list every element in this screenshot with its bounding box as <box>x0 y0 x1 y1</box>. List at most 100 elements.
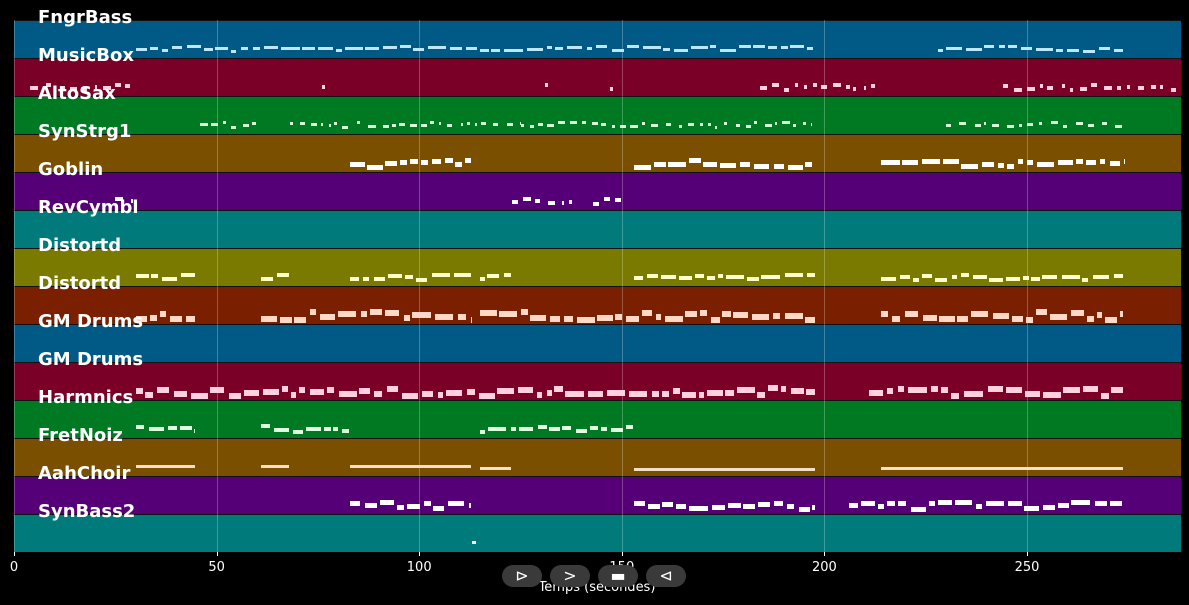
note <box>768 46 777 50</box>
stop-button[interactable]: ▬ <box>598 565 638 587</box>
note <box>150 315 158 322</box>
x-tick-mark <box>216 552 218 556</box>
note <box>466 389 476 395</box>
note <box>517 386 534 393</box>
note <box>161 276 177 281</box>
note <box>642 122 646 126</box>
note <box>1040 83 1043 88</box>
note <box>479 277 486 282</box>
note <box>538 122 543 126</box>
note <box>673 387 680 394</box>
note <box>1070 309 1084 316</box>
note <box>1086 316 1095 323</box>
note <box>160 311 166 318</box>
play-button[interactable]: ⊳ <box>502 565 542 587</box>
note <box>642 310 653 317</box>
back-icon: ⊲ <box>659 566 673 585</box>
note <box>337 311 357 318</box>
note <box>1114 49 1124 53</box>
note <box>261 315 278 322</box>
x-tick-mark <box>824 552 826 556</box>
note <box>186 45 201 49</box>
note <box>433 506 445 512</box>
note <box>180 426 193 431</box>
note <box>1062 274 1080 279</box>
note <box>603 196 611 201</box>
note <box>975 504 983 510</box>
note <box>204 48 213 52</box>
track-row <box>14 438 1181 476</box>
track-label: Distortd <box>38 273 122 294</box>
x-tick-label: 50 <box>208 560 225 575</box>
note <box>577 317 596 324</box>
note <box>1006 125 1015 129</box>
note <box>479 466 512 470</box>
note <box>1006 163 1014 169</box>
note <box>582 120 586 124</box>
note <box>547 124 555 128</box>
note <box>222 121 227 125</box>
track-row <box>14 58 1181 96</box>
gridline <box>419 20 421 552</box>
note <box>135 316 147 323</box>
gridline <box>824 20 826 552</box>
note <box>792 123 797 127</box>
note <box>1076 121 1083 125</box>
note <box>698 392 705 398</box>
note <box>733 311 748 318</box>
note <box>984 45 995 49</box>
note <box>1031 276 1040 281</box>
note <box>319 314 336 321</box>
note <box>1026 160 1034 166</box>
note <box>740 162 751 168</box>
x-tick-mark <box>14 552 15 556</box>
note <box>431 272 450 277</box>
note <box>679 276 692 281</box>
track-row <box>14 514 1181 552</box>
note <box>922 315 937 322</box>
note <box>1085 159 1097 165</box>
note <box>1017 159 1023 165</box>
note <box>1159 84 1163 89</box>
note <box>662 390 669 397</box>
track-row <box>14 96 1181 134</box>
note <box>1042 275 1058 280</box>
note <box>327 386 335 393</box>
note <box>161 49 168 53</box>
note <box>633 467 816 471</box>
note <box>1123 159 1125 165</box>
note <box>983 122 987 126</box>
note <box>629 124 638 128</box>
note <box>274 428 289 433</box>
note <box>1094 500 1108 506</box>
note <box>374 277 385 282</box>
note <box>243 389 259 396</box>
note <box>722 311 732 317</box>
note <box>1026 122 1034 126</box>
track-label: FretNoiz <box>38 425 123 446</box>
note <box>675 503 687 509</box>
note <box>328 123 331 127</box>
back-button[interactable]: ⊲ <box>646 565 686 587</box>
note <box>342 429 350 434</box>
note <box>448 501 465 507</box>
note <box>1116 85 1121 90</box>
forward-button[interactable]: > <box>550 565 590 587</box>
note <box>386 386 399 393</box>
note <box>938 500 952 506</box>
note <box>503 272 512 277</box>
track-row <box>14 248 1181 286</box>
note <box>820 85 828 90</box>
note <box>298 387 306 393</box>
note <box>1110 386 1124 393</box>
note <box>530 315 547 322</box>
note <box>601 123 607 127</box>
note <box>681 392 696 399</box>
track-label: GM Drums <box>38 311 144 332</box>
note <box>643 46 661 50</box>
note <box>934 277 948 282</box>
note <box>289 122 294 126</box>
note <box>504 49 523 53</box>
note <box>653 162 666 168</box>
note <box>350 500 361 506</box>
